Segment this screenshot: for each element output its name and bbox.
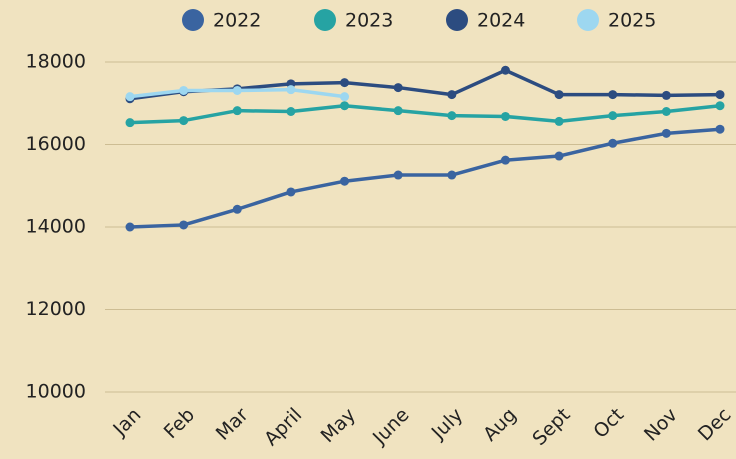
y-tick-label: 10000 <box>26 381 86 403</box>
point <box>125 118 135 128</box>
point <box>608 138 618 148</box>
point <box>554 90 564 100</box>
point <box>500 65 510 75</box>
point <box>661 107 671 116</box>
point <box>393 106 403 116</box>
point <box>554 116 564 126</box>
point <box>500 111 510 121</box>
point <box>125 92 135 102</box>
legend-label: 2024 <box>477 10 525 32</box>
point <box>715 124 725 134</box>
point <box>232 106 242 116</box>
series-line <box>129 103 721 125</box>
point <box>286 107 296 116</box>
point <box>393 83 403 93</box>
point <box>393 170 403 180</box>
point <box>340 78 350 88</box>
point <box>232 204 242 214</box>
point <box>179 220 189 230</box>
point <box>715 101 725 111</box>
legend-marker <box>182 9 204 31</box>
point <box>232 85 242 95</box>
legend-label: 2022 <box>213 10 261 32</box>
legend-marker <box>577 9 599 31</box>
point <box>340 92 350 102</box>
point <box>340 176 350 186</box>
point <box>500 155 510 165</box>
legend-label: 2023 <box>345 10 393 32</box>
y-tick-label: 18000 <box>26 51 86 73</box>
y-tick-label: 12000 <box>26 298 86 320</box>
point <box>286 187 296 197</box>
point <box>447 111 457 121</box>
point <box>447 170 457 180</box>
point <box>554 151 564 161</box>
legend-label: 2025 <box>608 10 656 32</box>
y-tick-label: 16000 <box>26 133 86 155</box>
legend-marker <box>446 9 468 31</box>
point <box>447 90 457 100</box>
y-tick-label: 14000 <box>26 216 86 238</box>
point <box>608 111 618 121</box>
point <box>608 90 618 100</box>
point <box>340 101 350 111</box>
point <box>715 90 725 100</box>
point <box>286 85 296 95</box>
point <box>179 116 189 126</box>
point <box>179 85 189 95</box>
point <box>661 128 671 138</box>
legend-marker <box>314 9 336 31</box>
series-line <box>129 127 721 229</box>
point <box>125 222 135 232</box>
point <box>661 90 671 100</box>
